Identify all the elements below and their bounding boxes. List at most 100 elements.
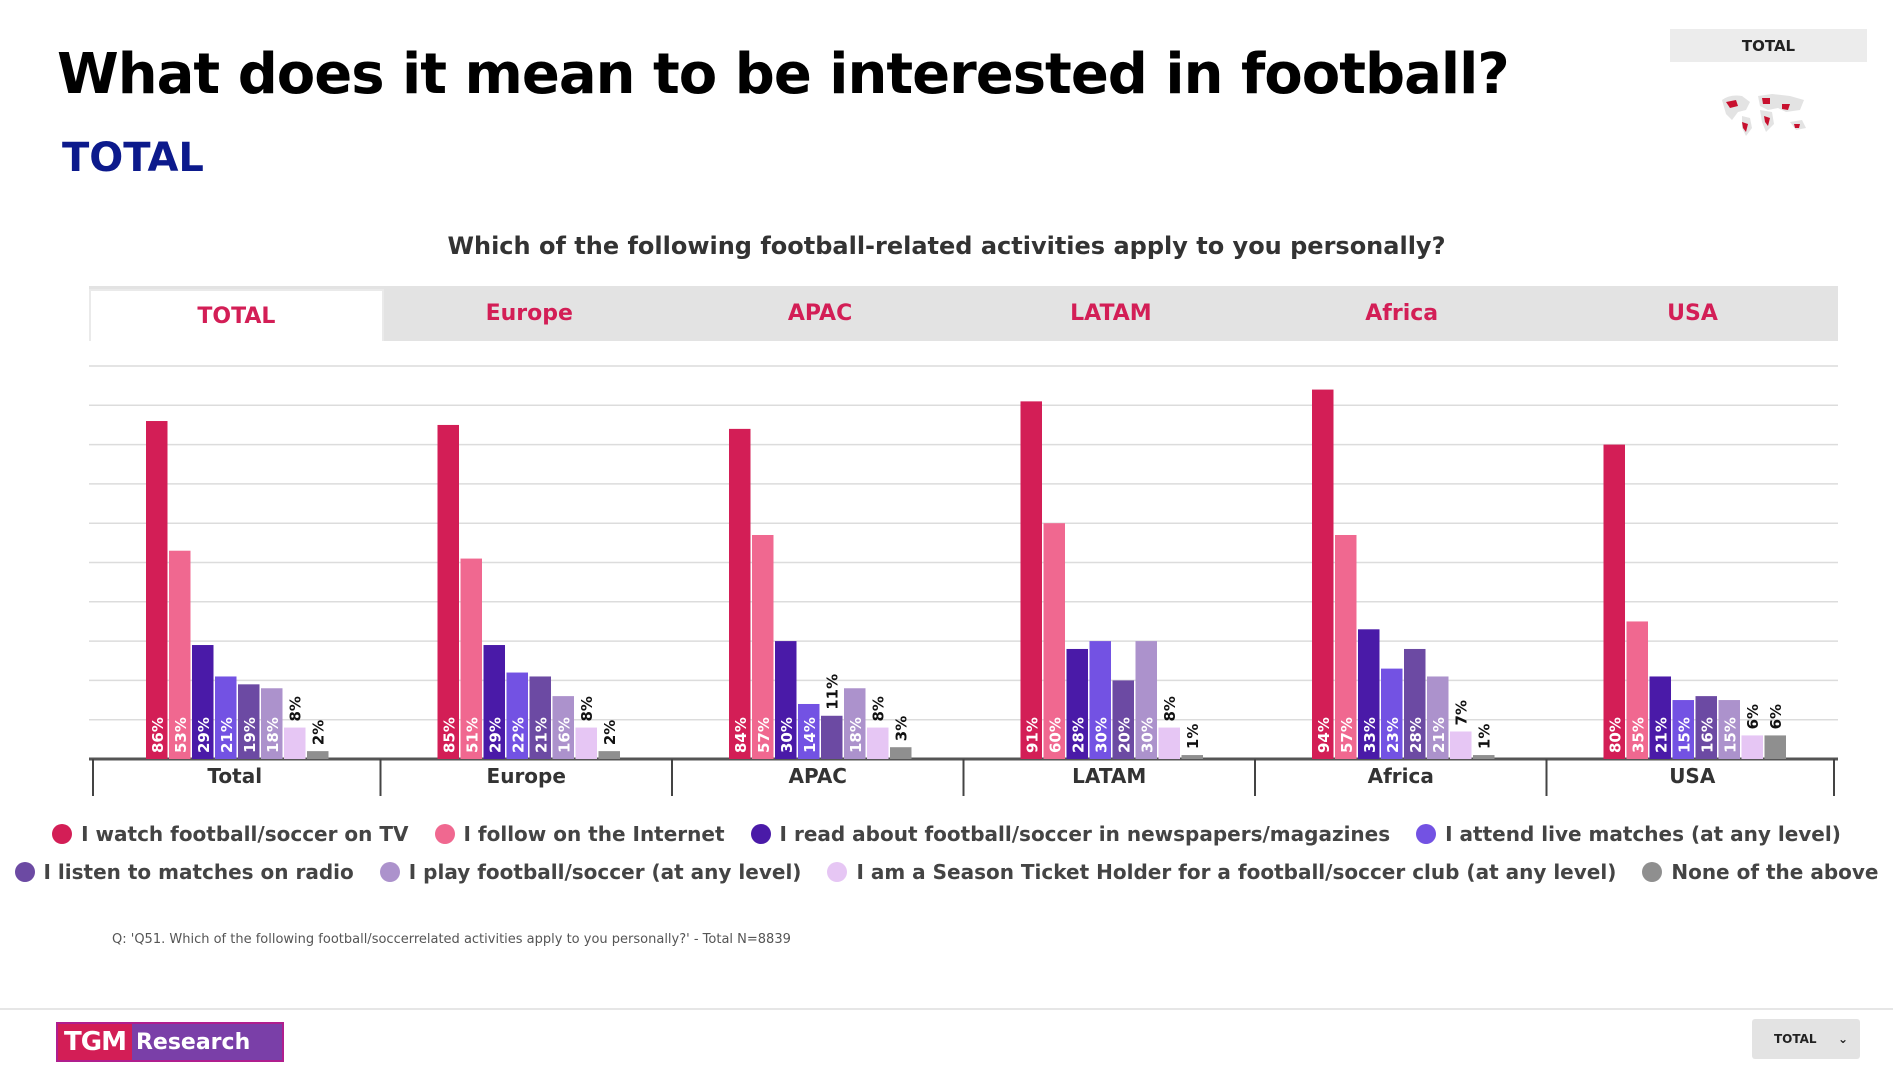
bar bbox=[1089, 641, 1111, 759]
data-label: 15% bbox=[1721, 717, 1739, 753]
data-label: 28% bbox=[1069, 717, 1087, 753]
legend-item[interactable]: I watch football/soccer on TV bbox=[52, 822, 409, 846]
data-label: 20% bbox=[1115, 717, 1133, 753]
bar bbox=[1695, 696, 1717, 759]
data-label: 80% bbox=[1606, 717, 1624, 753]
bar bbox=[1741, 735, 1763, 759]
bar bbox=[1473, 755, 1495, 759]
footnote: Q: 'Q51. Which of the following football… bbox=[112, 932, 791, 947]
page-title: What does it mean to be interested in fo… bbox=[57, 42, 1510, 107]
data-label: 21% bbox=[218, 717, 236, 753]
bar bbox=[867, 727, 889, 759]
category-label: LATAM bbox=[1072, 764, 1146, 788]
legend-label: I watch football/soccer on TV bbox=[81, 822, 409, 846]
company-logo: TGM Research bbox=[56, 1022, 284, 1062]
bar bbox=[890, 747, 912, 759]
data-label: 21% bbox=[1430, 717, 1448, 753]
data-label: 16% bbox=[1698, 717, 1716, 753]
region-select-value: TOTAL bbox=[1774, 1032, 1817, 1046]
chevron-down-icon: ⌄ bbox=[1837, 1032, 1848, 1046]
data-label: 14% bbox=[801, 717, 819, 753]
bar bbox=[169, 550, 191, 759]
data-label: 53% bbox=[172, 717, 190, 753]
chart-legend: I watch football/soccer on TV I follow on… bbox=[0, 822, 1893, 884]
region-badge[interactable]: TOTAL bbox=[1670, 29, 1867, 62]
data-label: 2% bbox=[601, 720, 619, 745]
data-label: 57% bbox=[1338, 717, 1356, 753]
data-label: 85% bbox=[440, 717, 458, 753]
bar bbox=[1404, 648, 1426, 759]
data-label: 22% bbox=[509, 717, 527, 753]
data-label: 29% bbox=[486, 717, 504, 753]
logo-mark: TGM bbox=[58, 1024, 132, 1060]
tab-europe[interactable]: Europe bbox=[485, 301, 573, 326]
data-label: 6% bbox=[1744, 704, 1762, 729]
category-label: Africa bbox=[1368, 764, 1434, 788]
legend-swatch bbox=[14, 862, 35, 882]
data-label: 8% bbox=[870, 696, 888, 721]
data-label: 91% bbox=[1023, 717, 1041, 753]
bar bbox=[1764, 735, 1786, 759]
page-subtitle: TOTAL bbox=[62, 135, 204, 181]
data-label: 8% bbox=[578, 696, 596, 721]
legend-item[interactable]: I follow on the Internet bbox=[434, 822, 725, 846]
bar bbox=[752, 534, 774, 759]
legend-item[interactable]: I am a Season Ticket Holder for a footba… bbox=[827, 860, 1616, 884]
chart-question: Which of the following football-related … bbox=[447, 232, 1446, 260]
data-label: 23% bbox=[1384, 717, 1402, 753]
bar bbox=[1672, 700, 1694, 759]
bar bbox=[1158, 727, 1180, 759]
bar bbox=[1603, 444, 1625, 759]
data-label: 30% bbox=[1138, 717, 1156, 753]
bar bbox=[506, 672, 528, 759]
legend-label: I am a Season Ticket Holder for a footba… bbox=[856, 860, 1617, 884]
legend-row-2: I listen to matches on radio I play footb… bbox=[14, 860, 1878, 884]
bar bbox=[1066, 648, 1088, 759]
data-label: 18% bbox=[847, 717, 865, 753]
data-label: 1% bbox=[1184, 724, 1202, 749]
data-label: 1% bbox=[1476, 724, 1494, 749]
bar bbox=[1358, 629, 1380, 759]
tab-total[interactable]: TOTAL bbox=[89, 289, 384, 341]
legend-swatch bbox=[827, 862, 848, 882]
data-label: 28% bbox=[1407, 717, 1425, 753]
bar bbox=[1718, 700, 1740, 759]
data-label: 57% bbox=[755, 717, 773, 753]
data-label: 51% bbox=[463, 717, 481, 753]
legend-item[interactable]: I play football/soccer (at any level) bbox=[379, 860, 801, 884]
bar bbox=[1381, 668, 1403, 759]
legend-swatch bbox=[1416, 824, 1437, 844]
tab-africa[interactable]: Africa bbox=[1365, 301, 1439, 326]
footer-divider bbox=[0, 1008, 1893, 1010]
legend-item[interactable]: I attend live matches (at any level) bbox=[1416, 822, 1841, 846]
legend-item[interactable]: None of the above bbox=[1642, 860, 1878, 884]
legend-swatch bbox=[52, 824, 73, 844]
legend-swatch bbox=[750, 824, 771, 844]
data-label: 30% bbox=[778, 717, 796, 753]
bar bbox=[146, 421, 168, 759]
legend-item[interactable]: I read about football/soccer in newspape… bbox=[750, 822, 1390, 846]
data-label: 19% bbox=[241, 717, 259, 753]
category-label: APAC bbox=[789, 764, 847, 788]
bar bbox=[215, 676, 237, 759]
tab-latam[interactable]: LATAM bbox=[1070, 301, 1152, 326]
bar bbox=[598, 751, 620, 759]
legend-swatch bbox=[379, 862, 400, 882]
bar bbox=[307, 751, 329, 759]
bar bbox=[529, 676, 551, 759]
data-label: 18% bbox=[264, 717, 282, 753]
region-select[interactable]: TOTAL ⌄ bbox=[1752, 1019, 1860, 1059]
bar bbox=[284, 727, 306, 759]
bar bbox=[844, 688, 866, 759]
tab-apac[interactable]: APAC bbox=[787, 301, 853, 326]
data-label: 21% bbox=[532, 717, 550, 753]
tab-usa[interactable]: USA bbox=[1667, 301, 1718, 326]
bar bbox=[238, 684, 260, 759]
data-label: 35% bbox=[1629, 717, 1647, 753]
bar bbox=[1649, 676, 1671, 759]
legend-item[interactable]: I listen to matches on radio bbox=[14, 860, 354, 884]
bar bbox=[552, 696, 574, 759]
bar bbox=[483, 645, 505, 759]
data-label: 94% bbox=[1315, 717, 1333, 753]
